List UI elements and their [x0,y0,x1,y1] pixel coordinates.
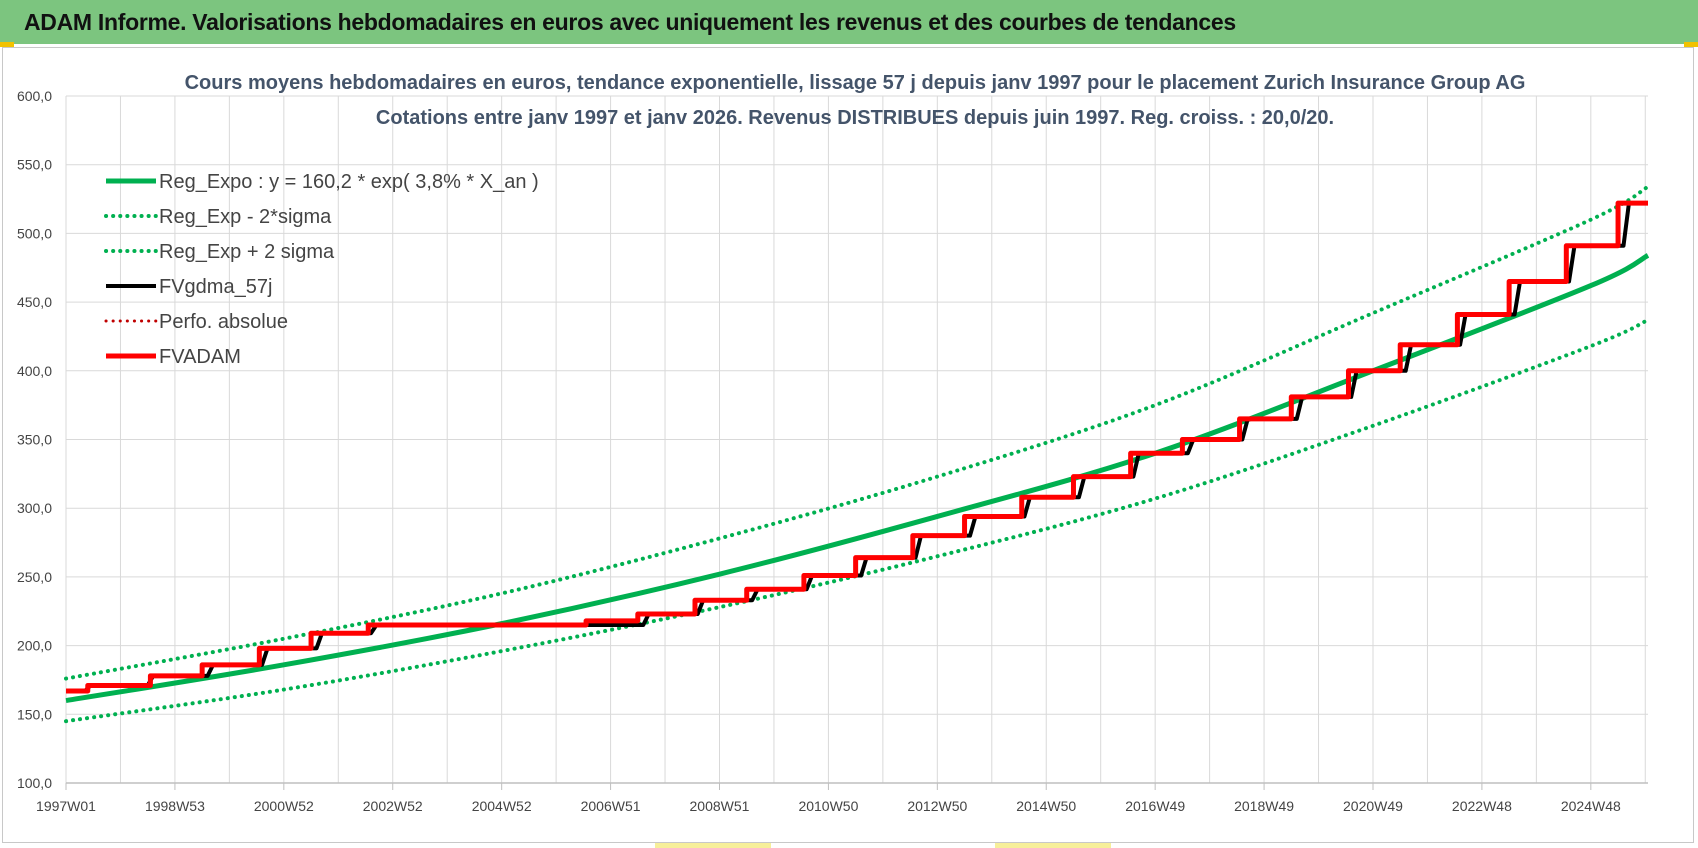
y-axis-ticks: 100,0 150,0 200,0 250,0 300,0 350,0 400,0 450,0… [17,88,52,791]
header-accent-right [1684,42,1698,47]
legend-label-reg-exp-plus-2sigma: Reg_Exp + 2 sigma [159,241,335,263]
x-tick-label: 2008W51 [690,798,750,814]
x-tick-label: 2016W49 [1125,798,1185,814]
series-line-reg-exp-minus-2sigma [64,317,1650,724]
report-header: ADAM Informe. Valorisations hebdomadaire… [0,0,1698,44]
footer-accent-left [655,843,771,848]
y-tick-label: 100,0 [17,775,52,791]
x-tick-label: 2018W49 [1234,798,1294,814]
y-tick-label: 350,0 [17,432,52,448]
x-tick-label: 2022W48 [1452,798,1512,814]
x-tick-label: 2000W52 [254,798,314,814]
legend-label-reg-exp-minus-2sigma: Reg_Exp - 2*sigma [159,206,332,228]
x-tick-label: 1997W01 [36,798,96,814]
chart-frame [2,47,1694,843]
series-line-reg-exp-plus-2sigma [64,184,1650,681]
y-tick-label: 600,0 [17,88,52,104]
y-tick-label: 550,0 [17,157,52,173]
x-tick-label: 2020W49 [1343,798,1403,814]
y-tick-label: 300,0 [17,500,52,516]
x-tick-label: 2014W50 [1016,798,1076,814]
x-axis-ticks: 1997W01 1998W53 2000W52 2002W52 2004W52 2006W… [36,798,1621,814]
y-tick-label: 200,0 [17,638,52,654]
legend-label-reg-expo: Reg_Expo : y = 160,2 * exp( 3,8% * X_an … [159,171,539,193]
x-tick-label: 2012W50 [907,798,967,814]
y-tick-label: 150,0 [17,706,52,722]
x-tick-label: 2002W52 [363,798,423,814]
x-tick-label: 2006W51 [581,798,641,814]
footer-accent-right [995,843,1111,848]
x-tick-label: 2024W48 [1561,798,1621,814]
series-line-fvadam [66,200,1648,694]
chart-title: Cours moyens hebdomadaires en euros, ten… [185,72,1526,94]
y-tick-label: 400,0 [17,363,52,379]
y-tick-label: 500,0 [17,225,52,241]
legend-label-perfo-absolue: Perfo. absolue [159,311,288,333]
y-tick-label: 250,0 [17,569,52,585]
report-title: ADAM Informe. Valorisations hebdomadaire… [24,8,1236,35]
x-tick-label: 2004W52 [472,798,532,814]
legend-label-fvgdma-57j: FVgdma_57j [159,276,272,298]
y-tick-label: 450,0 [17,294,52,310]
x-tick-label: 2010W50 [798,798,858,814]
x-tick-label: 1998W53 [145,798,205,814]
header-accent-left [0,42,14,47]
chart-series [64,184,1650,724]
legend-label-fvadam: FVADAM [159,346,241,368]
series-line-fvgdma-57j [66,201,1648,693]
chart-legend: Reg_Expo : y = 160,2 * exp( 3,8% * X_an … [104,171,539,368]
chart-subtitle: Cotations entre janv 1997 et janv 2026. … [376,107,1334,129]
